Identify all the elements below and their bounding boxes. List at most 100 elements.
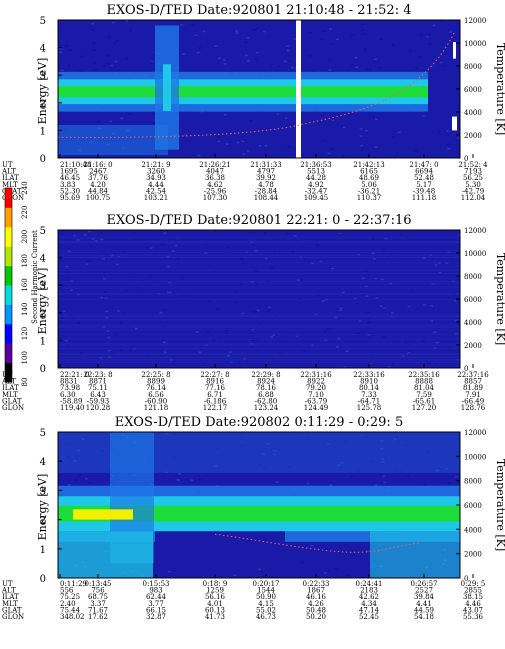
spectrogram-speckle [115, 263, 119, 266]
spectrogram-speckle [287, 466, 291, 468]
table-cell: 76.14 [146, 384, 167, 392]
spectrogram-speckle [260, 571, 264, 574]
table-cell: 6.30 [60, 391, 76, 399]
spectrogram-speckle [114, 60, 118, 63]
table-cell: -62.80 [255, 397, 277, 405]
table-cell: 107.30 [203, 194, 228, 202]
low-energy-blue [58, 124, 168, 156]
spectrogram-speckle [166, 230, 170, 232]
spectrogram-speckle [364, 68, 368, 70]
spectrogram-speckle [214, 465, 218, 467]
spectrogram-speckle [316, 359, 320, 362]
table-cell: 81.04 [414, 384, 435, 392]
spectrogram-speckle [432, 24, 436, 27]
table-cell: 73.98 [60, 384, 80, 392]
spectrogram-speckle [135, 286, 139, 289]
spectrogram-speckle [106, 336, 110, 339]
table-cell: 52.45 [359, 613, 379, 621]
spectrogram-speckle [455, 433, 459, 435]
spectrogram-speckle [274, 314, 278, 316]
spectrogram-speckle [308, 55, 312, 57]
spectrogram-speckle [164, 471, 168, 474]
spectrogram-speckle [234, 292, 238, 294]
table-cell: 100.75 [86, 194, 111, 202]
spectrogram-speckle [69, 458, 73, 461]
spectrogram-speckle [246, 150, 250, 152]
band-fade-right [428, 69, 460, 125]
spectrogram-speckle [407, 350, 411, 353]
table-cell: 22:31:16 [300, 371, 332, 379]
colorbar-tick-label: 180 [21, 254, 29, 267]
spectrogram-speckle [91, 29, 95, 31]
spectrogram-speckle [176, 479, 180, 481]
spectrogram-speckle [257, 322, 261, 325]
table-cell: 4.44 [148, 181, 164, 189]
table-cell: 7.59 [416, 391, 432, 399]
table-cell: 21:31:33 [250, 161, 281, 169]
colorbar-frame [4, 187, 13, 383]
spectrogram-speckle [438, 130, 442, 133]
y2-tick-label: 6000 [464, 86, 482, 94]
spectrogram-speckle [198, 478, 202, 481]
spectrogram-speckle [351, 554, 355, 557]
spectrogram-speckle [363, 48, 367, 51]
spectrogram-speckle [129, 29, 133, 32]
table-cell: 75.25 [60, 593, 80, 601]
spectrogram-speckle [320, 38, 324, 41]
colorbar-tick-label: 200 [21, 230, 29, 243]
spectrogram-speckle [242, 358, 246, 360]
spectrogram-speckle [286, 60, 290, 62]
y2-tick-label: 6000 [464, 502, 482, 510]
spectrogram-speckle [291, 66, 295, 69]
spectrogram-speckle [180, 24, 184, 26]
spectrogram-speckle [439, 20, 443, 22]
spectrogram-speckle [399, 234, 403, 236]
spectrogram-speckle [212, 339, 216, 342]
table-cell: 66.15 [146, 606, 166, 614]
colorbar-tick-label: 120 [21, 327, 29, 340]
colorbar-segment [5, 362, 12, 383]
y2-tick-label: 4000 [464, 526, 482, 534]
spectrogram-speckle [366, 550, 370, 552]
spectrogram-speckle [311, 262, 315, 265]
table-cell: 81.89 [463, 384, 483, 392]
y-tick-label: 3 [40, 71, 46, 82]
spectrogram-speckle [76, 449, 80, 452]
spectrogram-speckle [330, 267, 334, 270]
spectrogram-speckle [379, 38, 383, 41]
spectrogram-speckle [60, 317, 64, 319]
spectrogram-speckle [107, 349, 111, 352]
table-cell: 62.44 [146, 593, 167, 601]
table-cell: 8916 [206, 378, 224, 386]
spectrogram-speckle [241, 312, 245, 315]
table-cell: 112.04 [461, 194, 486, 202]
spectrogram-speckle [362, 29, 366, 31]
table-cell: 0:11:29 [60, 580, 87, 588]
table-cell: 124.49 [304, 404, 329, 412]
table-cell: 4.46 [465, 600, 481, 608]
table-cell: 7.10 [308, 391, 324, 399]
y2-axis-label: Temperature [K] [494, 459, 505, 551]
spectrogram-speckle [339, 125, 343, 128]
table-cell: 77.16 [205, 384, 226, 392]
table-cell: 50.20 [306, 613, 326, 621]
spectrogram-speckle [374, 146, 378, 148]
spectrogram-speckle [272, 249, 276, 252]
spectrogram-speckle [361, 147, 365, 150]
spectrogram-speckle [262, 453, 266, 455]
spectrogram-speckle [431, 282, 435, 285]
spectrogram-speckle [382, 475, 386, 478]
table-cell: 21:26:21 [199, 161, 230, 169]
spectrogram-speckle [254, 339, 258, 342]
spectrogram-speckle [372, 258, 376, 260]
table-cell: -59.93 [87, 397, 109, 405]
spectrogram-speckle [76, 239, 80, 241]
spectrogram-speckle [323, 140, 327, 142]
spectrogram-speckle [103, 291, 107, 293]
spectrogram-speckle [423, 304, 427, 306]
spectrogram-speckle [409, 49, 413, 52]
spectrogram-speckle [225, 247, 229, 249]
spectrogram-speckle [66, 456, 70, 458]
colorbar-segment [5, 285, 12, 305]
table-cell: 8857 [464, 378, 482, 386]
